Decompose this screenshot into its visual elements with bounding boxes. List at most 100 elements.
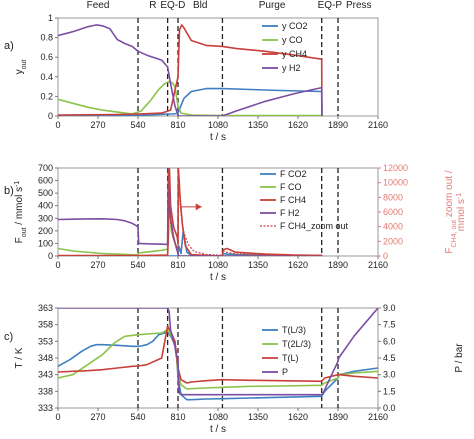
series-group: [58, 24, 323, 116]
x-tick-label: 0: [55, 412, 60, 422]
chart-panel-b: 0 270 540 810 1080 1350 1620 1890 2160 t / s 0 100 2…: [4, 163, 467, 283]
y-tick-label: 500: [38, 188, 53, 198]
y-tick-label: 333: [38, 403, 53, 413]
phase-label: EQ-P: [318, 0, 343, 11]
x-tick-label: 540: [130, 412, 145, 422]
legend: y CO2 y CO y CH4 y H2: [262, 21, 308, 73]
phase-label: R: [149, 0, 156, 11]
series-line-y-h2: [58, 24, 323, 116]
y2-tick-label: 6.0: [383, 336, 396, 346]
y-tick-label: 300: [38, 213, 53, 223]
legend-entry-label: T(2L/3): [282, 339, 311, 349]
y-tick-label: 358: [38, 320, 53, 330]
x-tick-label: 0: [55, 260, 60, 270]
y-tick-label: 0: [48, 251, 53, 261]
y2-tick-label: 0: [383, 251, 388, 261]
legend-entry-label: F CH4_zoom out: [280, 221, 349, 231]
x-tick-label: 1080: [208, 412, 228, 422]
y-tick-label: 200: [38, 226, 53, 236]
phase-label: EQ-D: [160, 0, 185, 11]
y2-tick-label: 8000: [383, 192, 403, 202]
x-tick-label: 2160: [368, 412, 388, 422]
x-tick-label: 810: [170, 412, 185, 422]
x-tick-label: 1350: [248, 120, 268, 130]
y-axis-label: T / K: [14, 347, 25, 368]
plot-frame: [57, 307, 379, 409]
legend-entry-label: y H2: [282, 63, 301, 73]
x-tick-label: 1350: [248, 260, 268, 270]
x-tick-label: 540: [130, 120, 145, 130]
legend-entry-label: P: [282, 367, 288, 377]
y-tick-label: 348: [38, 353, 53, 363]
y2-tick-label: 0.0: [383, 403, 396, 413]
y-tick-label: 0.2: [40, 91, 53, 101]
series-line-t-l-: [58, 325, 378, 384]
phase-label: Bld: [193, 0, 207, 11]
series-line-y-co: [58, 80, 322, 116]
x-tick-label: 0: [55, 120, 60, 130]
annotation-arrow-head: [195, 203, 202, 211]
legend-entry-label: y CO: [282, 35, 303, 45]
y-tick-label: 343: [38, 370, 53, 380]
legend: T(L/3) T(2L/3) T(L) P: [262, 325, 311, 377]
y-tick-label: 0: [48, 111, 53, 121]
y2-tick-label: 2000: [383, 236, 403, 246]
y2-tick-label: 7.5: [383, 320, 396, 330]
y-tick-label: 600: [38, 176, 53, 186]
x-tick-label: 270: [90, 412, 105, 422]
x-tick-label: 1620: [288, 260, 308, 270]
x-tick-label: 810: [170, 260, 185, 270]
series-line-f-ch4-zoom-out: [58, 168, 323, 256]
y-axis-label: Fout / mmol s-1: [14, 181, 28, 244]
x-axis-label: t / s: [210, 424, 226, 435]
legend-entry-label: T(L): [282, 353, 299, 363]
chart-panel-c: 0 270 540 810 1080 1350 1620 1890 2160 t / s 333 33…: [4, 303, 465, 435]
x-tick-label: 270: [90, 260, 105, 270]
legend-entry-label: y CH4: [282, 49, 307, 59]
legend-entry-label: T(L/3): [282, 325, 306, 335]
legend-entry-label: F CO: [280, 182, 302, 192]
x-tick-label: 1890: [328, 412, 348, 422]
y2-tick-label: 10000: [383, 178, 408, 188]
y2-axis-label: P / bar: [454, 343, 465, 373]
y-tick-label: 353: [38, 336, 53, 346]
phase-label: Feed: [87, 0, 110, 11]
x-tick-label: 1620: [288, 120, 308, 130]
legend-entry-label: y CO2: [282, 21, 308, 31]
x-tick-label: 1620: [288, 412, 308, 422]
x-tick-label: 1890: [328, 120, 348, 130]
legend-entry-label: F CH4: [280, 195, 306, 205]
legend: F CO2 F CO F CH4 F H2 F CH4_zoom out: [260, 169, 349, 231]
y2-tick-label: 12000: [383, 163, 408, 173]
series-group: [58, 168, 323, 256]
series-line-y-co2: [58, 87, 323, 116]
y-tick-label: 363: [38, 303, 53, 313]
x-tick-label: 1890: [328, 260, 348, 270]
y-tick-label: 400: [38, 201, 53, 211]
y2-tick-label: 9.0: [383, 303, 396, 313]
series-line-y-ch4: [58, 24, 323, 116]
y2-tick-label: 4.5: [383, 353, 396, 363]
phase-label: Purge: [259, 0, 286, 11]
y2-tick-label: 6000: [383, 207, 403, 217]
legend-entry-label: F CO2: [280, 169, 307, 179]
x-tick-label: 1350: [248, 412, 268, 422]
y-tick-label: 100: [38, 238, 53, 248]
y2-tick-label: 1.5: [383, 386, 396, 396]
series-line-f-h2: [58, 168, 322, 256]
y-tick-label: 700: [38, 163, 53, 173]
panel-label: b): [4, 185, 14, 197]
x-tick-label: 2160: [368, 120, 388, 130]
x-tick-label: 1080: [208, 260, 228, 270]
y-axis-label: yout: [14, 60, 28, 75]
chart-panel-a: 0 270 540 810 1080 1350 1620 1890 2160 t / s 0 0.2 0…: [4, 0, 388, 143]
panel-label: a): [4, 40, 14, 52]
series-line-t-l-3-: [58, 330, 378, 401]
panel-label: c): [4, 331, 13, 343]
plot-frame: [57, 17, 379, 117]
x-tick-label: 810: [170, 120, 185, 130]
y-tick-label: 338: [38, 386, 53, 396]
x-axis-label: t / s: [210, 132, 226, 143]
y2-axis-label-line2: mmol s-1: [456, 193, 468, 232]
